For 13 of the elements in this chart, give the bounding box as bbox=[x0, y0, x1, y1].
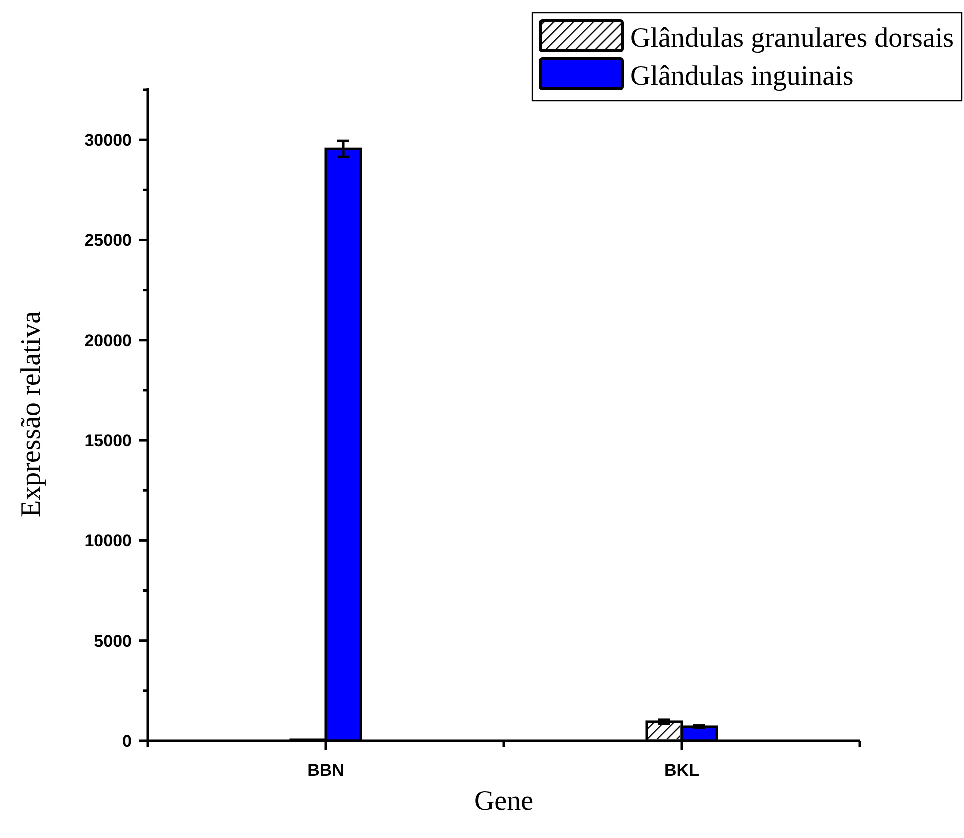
y-tick-label: 0 bbox=[122, 732, 132, 751]
y-tick-label: 30000 bbox=[84, 131, 132, 150]
x-tick-label: BKL bbox=[664, 761, 700, 780]
x-tick-label: BBN bbox=[308, 761, 344, 780]
y-tick-label: 10000 bbox=[84, 532, 132, 551]
y-axis-title: Expressão relativa bbox=[16, 310, 47, 518]
y-tick-label: 25000 bbox=[84, 231, 132, 250]
legend-label: Glândulas inguinais bbox=[630, 61, 854, 92]
y-tick-label: 15000 bbox=[84, 431, 132, 450]
x-axis-title: Gene bbox=[474, 786, 534, 817]
legend-label: Glândulas granulares dorsais bbox=[630, 23, 954, 54]
y-tick-label: 5000 bbox=[94, 632, 132, 651]
y-tick-label: 20000 bbox=[84, 331, 132, 350]
